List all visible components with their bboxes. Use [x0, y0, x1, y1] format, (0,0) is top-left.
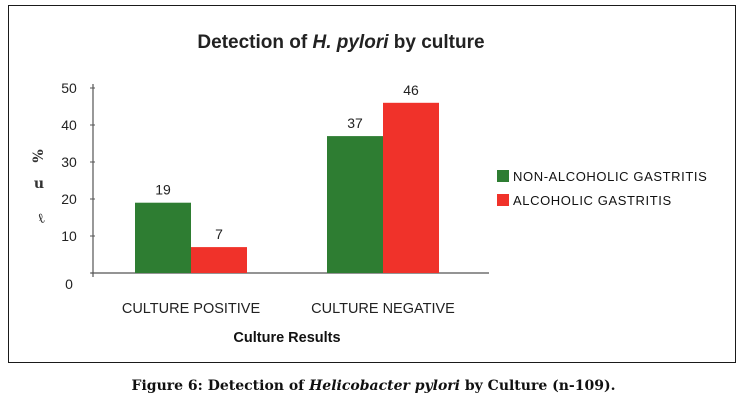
y-axis-label-char-1: % — [31, 149, 47, 162]
y-tick-label-20: 20 — [61, 191, 77, 207]
category-label-culture-positive: CULTURE POSITIVE — [122, 301, 261, 317]
y-axis-label-char-3: ℓ — [35, 210, 47, 227]
bar-chart: Detection of H. pylori by culture % u ℓ … — [31, 32, 707, 346]
bar-non-alcoholic-negative — [327, 136, 383, 273]
chart-frame: Detection of H. pylori by culture % u ℓ … — [8, 5, 736, 363]
plot-area: 0 10 20 30 40 50 19 7 CULTURE POSITIVE 37 46 CULTUR… — [61, 80, 489, 317]
data-label-non-alcoholic-positive: 19 — [155, 182, 171, 198]
data-label-alcoholic-positive: 7 — [215, 226, 223, 242]
bar-alcoholic-positive — [191, 247, 247, 273]
legend-swatch-alcoholic — [497, 194, 509, 206]
legend-entry-alcoholic: ALCOHOLIC GASTRITIS — [497, 193, 672, 208]
category-label-culture-negative: CULTURE NEGATIVE — [311, 301, 455, 317]
y-tick-label-30: 30 — [61, 154, 77, 170]
chart-title: Detection of H. pylori by culture — [197, 32, 484, 53]
data-label-alcoholic-negative: 46 — [403, 82, 419, 98]
legend: NON-ALCOHOLIC GASTRITIS ALCOHOLIC GASTRI… — [497, 169, 707, 208]
caption-prefix: Figure 6: Detection of — [131, 378, 310, 394]
bar-alcoholic-negative — [383, 102, 439, 273]
x-axis-label: Culture Results — [233, 330, 340, 346]
chart-title-italic-part: H. pylori — [312, 32, 389, 53]
y-tick-label-0: 0 — [65, 276, 73, 292]
caption-italic-name: Helicobacter pylori — [309, 378, 460, 394]
caption-suffix: by Culture (n-109). — [460, 378, 616, 394]
bar-non-alcoholic-positive — [135, 202, 191, 273]
legend-label-alcoholic: ALCOHOLIC GASTRITIS — [513, 193, 672, 208]
y-tick-label-10: 10 — [61, 228, 77, 244]
legend-label-non-alcoholic: NON-ALCOHOLIC GASTRITIS — [513, 169, 707, 184]
data-label-non-alcoholic-negative: 37 — [347, 115, 363, 131]
chart-title-part-3: by culture — [389, 32, 485, 53]
legend-swatch-non-alcoholic — [497, 170, 509, 182]
y-tick-label-50: 50 — [61, 80, 77, 96]
figure-caption: Figure 6: Detection of Helicobacter pylo… — [0, 378, 747, 394]
y-axis-label-char-2: u — [34, 176, 44, 192]
chart-title-part-1: Detection of — [197, 32, 312, 53]
legend-entry-non-alcoholic: NON-ALCOHOLIC GASTRITIS — [497, 169, 707, 184]
y-tick-label-40: 40 — [61, 117, 77, 133]
